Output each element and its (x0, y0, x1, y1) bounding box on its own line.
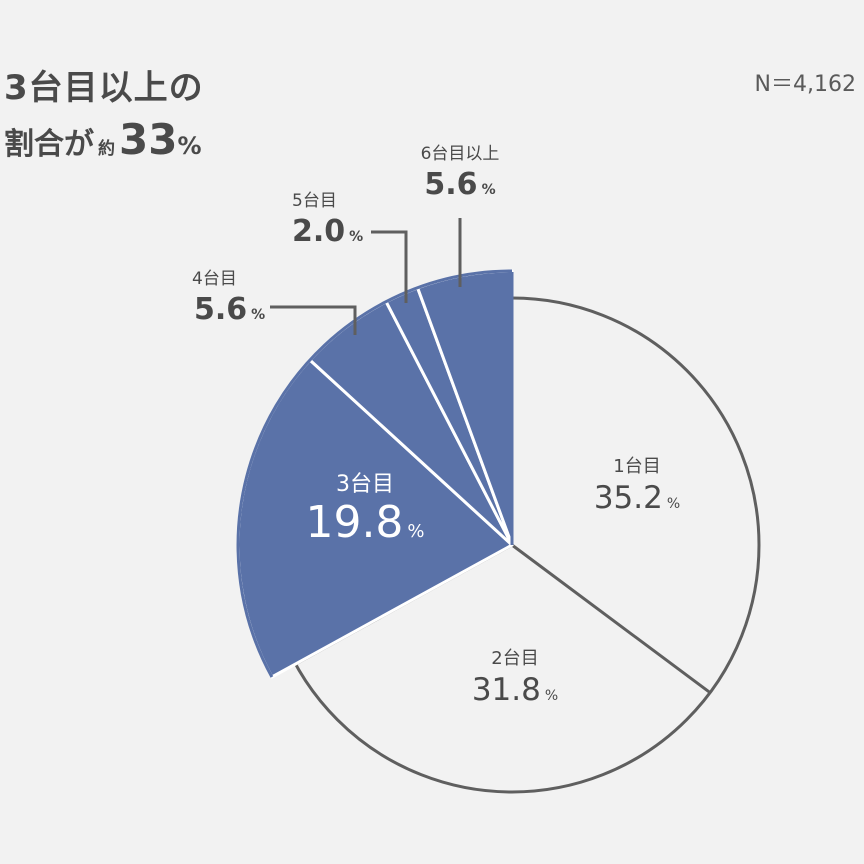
slice-6-value: 5.6 (424, 167, 478, 202)
headline-approx: 約 (98, 139, 115, 159)
slice-2-category: 2台目 (491, 648, 539, 669)
leader-line-5 (371, 230, 408, 303)
slice-label-1: 1台目 35.2% (582, 456, 692, 524)
slice-4-value: 5.6 (194, 292, 248, 327)
headline-value: 33 (119, 115, 178, 164)
slice-5-value-row: 2.0% (292, 212, 382, 257)
slice-5-category: 5台目 (292, 191, 337, 211)
slice-6-value-row: 5.6% (400, 165, 520, 210)
slice-1-unit: % (666, 496, 681, 512)
chart-headline: 3台目以上の 割合が 約33% (4, 66, 204, 171)
slice-label-3: 3台目 19.8% (290, 474, 440, 559)
slice-label-4: 4台目 5.6% (180, 268, 270, 335)
slice-5-unit: % (349, 229, 364, 245)
headline-prefix: 割合が (4, 127, 94, 162)
slice-label-5: 5台目 2.0% (292, 190, 382, 257)
headline-line-2: 割合が 約33% (4, 118, 204, 171)
slice-3-unit: % (407, 521, 425, 542)
slice-1-value: 35.2 (593, 480, 663, 516)
slice-4-category: 4台目 (192, 269, 237, 289)
headline-line-1: 3台目以上の (4, 68, 204, 108)
slice-5-value: 2.0 (292, 214, 346, 249)
slice-3-category: 3台目 (336, 472, 394, 497)
slice-2-value-row: 31.8% (460, 670, 570, 716)
blue-arc-edge (236, 269, 513, 678)
slice-label-2: 2台目 31.8% (460, 648, 570, 716)
slice-6-unit: % (481, 182, 496, 198)
slice-1-category: 1台目 (613, 456, 661, 477)
slice-1-value-row: 35.2% (582, 478, 692, 524)
slice-2-unit: % (544, 688, 559, 704)
slice-label-6: 6台目以上 5.6% (400, 143, 520, 210)
headline-unit: % (177, 132, 202, 160)
leader-line-4 (270, 305, 357, 335)
slice-divider-1-2 (511, 543, 711, 694)
sample-size-label: N＝4,162 (754, 72, 856, 97)
slice-3-value: 19.8 (305, 497, 404, 548)
slice-6-category: 6台目以上 (420, 144, 500, 164)
slice-3-value-row: 19.8% (290, 496, 440, 559)
slice-2-value: 31.8 (471, 672, 541, 708)
slice-4-value-row: 5.6% (180, 290, 270, 335)
slice-4-unit: % (251, 307, 266, 323)
